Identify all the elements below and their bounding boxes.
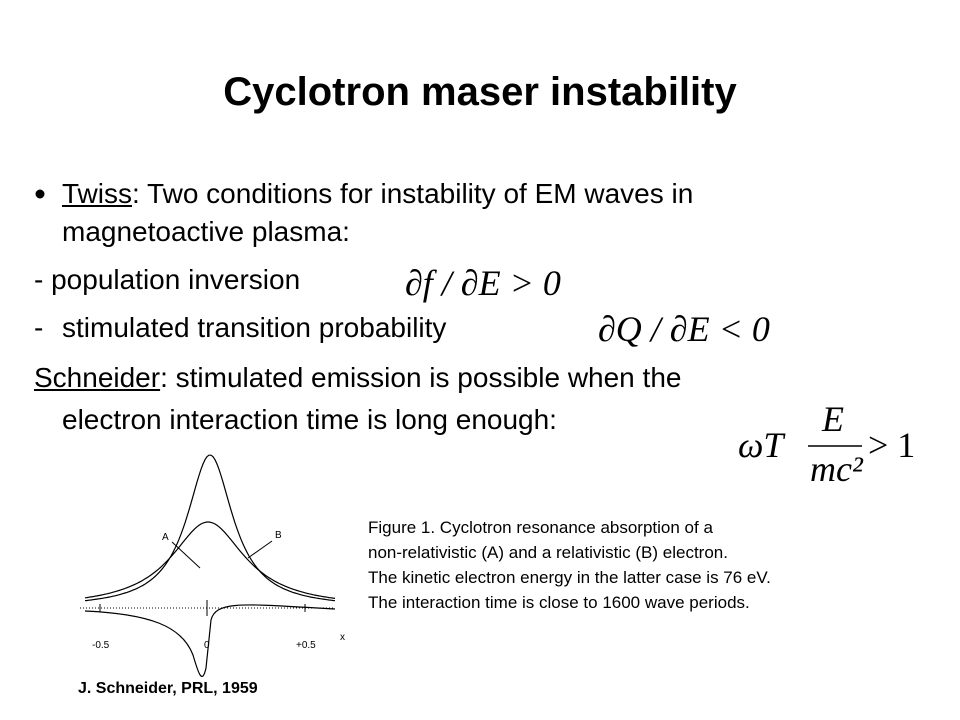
x-label: x — [340, 632, 345, 643]
formula-denominator: mc² — [810, 449, 863, 489]
x-tick-label: -0.5 — [92, 640, 110, 651]
x-tick-label: +0.5 — [296, 640, 316, 651]
twiss-name: Twiss — [62, 178, 132, 209]
twiss-text: magnetoactive plasma: — [62, 216, 350, 247]
schneider-line: Schneider: stimulated emission is possib… — [34, 362, 681, 394]
schneider-text: : stimulated emission is possible when t… — [160, 362, 682, 393]
condition-text: stimulated transition probability — [62, 312, 447, 343]
slide-title: Cyclotron maser instability — [223, 70, 737, 114]
formula: ∂f / ∂E > 0 — [405, 263, 561, 303]
caption-line: The kinetic electron energy in the latte… — [368, 568, 771, 587]
caption-line: Figure 1. Cyclotron resonance absorption… — [368, 518, 713, 537]
schneider-name: Schneider — [34, 362, 161, 393]
formula-numerator: E — [822, 399, 844, 439]
absorption-curve-a — [84, 521, 336, 599]
caption-line: non-relativistic (A) and a relativistic … — [368, 543, 728, 562]
dispersion-curve — [84, 604, 336, 677]
formula-right: > 1 — [868, 425, 916, 465]
absorption-curve-b — [84, 454, 336, 602]
formula: ∂Q / ∂E < 0 — [598, 309, 770, 349]
twiss-line: Twiss: Two conditions for instability of… — [62, 178, 693, 210]
schneider-text: electron interaction time is long enough… — [62, 404, 557, 435]
x-tick-label: 0 — [204, 640, 210, 651]
caption-line: The interaction time is close to 1600 wa… — [368, 593, 750, 612]
formula-left: ωT — [738, 425, 784, 465]
bullet — [35, 189, 45, 199]
twiss-text: : Two conditions for instability of EM w… — [132, 178, 694, 209]
arrow — [171, 541, 201, 569]
condition-marker: - — [34, 312, 44, 343]
condition-text: - population inversion — [34, 264, 301, 295]
curve-label: B — [275, 530, 282, 541]
arrow — [247, 540, 273, 559]
curve-label: A — [162, 532, 169, 543]
credit: J. Schneider, PRL, 1959 — [78, 680, 258, 697]
